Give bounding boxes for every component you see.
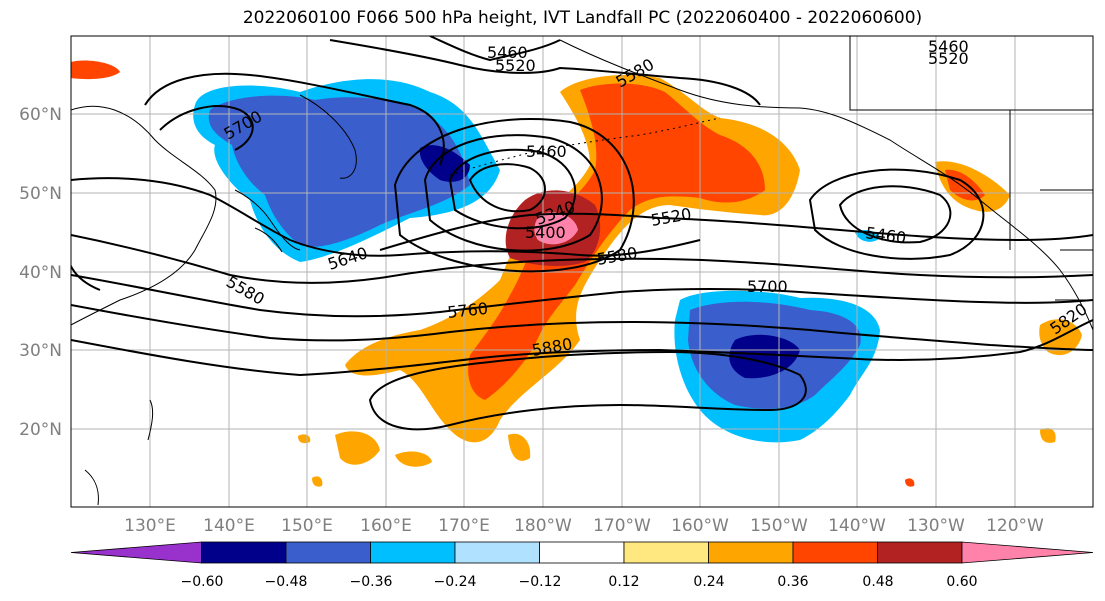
colorbar-tick: −0.36 <box>350 574 393 590</box>
contour-5460-nw <box>429 36 561 62</box>
lon-label: 170°E <box>438 516 490 536</box>
contour-5460-nw-loop <box>159 105 254 151</box>
contour-label: 5520 <box>495 56 536 75</box>
pos-region-main-max <box>534 212 578 245</box>
contour-5760 <box>71 304 1093 351</box>
map-title: 2022060100 F066 500 hPa height, IVT Land… <box>242 8 923 28</box>
lat-label: 40°N <box>19 263 62 283</box>
contour-5520-mid <box>379 212 1093 251</box>
contour-5520-east <box>808 168 985 260</box>
contour-5640 <box>71 177 701 257</box>
japan-coast <box>234 189 301 253</box>
contour-label: 5700 <box>747 277 788 296</box>
contour-5460-east <box>838 185 952 244</box>
lon-label: 180°W <box>514 516 572 536</box>
pos-region-small-d <box>905 478 915 487</box>
lon-label: 150°W <box>750 516 808 536</box>
contour-label: 5460 <box>928 37 969 56</box>
contour-low-4 <box>393 118 635 273</box>
contour-label: 5520 <box>928 49 969 68</box>
lat-label: 30°N <box>19 341 62 361</box>
map-frame <box>70 35 1094 508</box>
colorbar-tick: −0.24 <box>434 574 477 590</box>
neg-region-northwest-mid <box>208 95 470 247</box>
asia-coast <box>71 105 217 326</box>
aleutians <box>449 117 721 176</box>
map-panel: 5460 5520 5580 5460 5520 5700 5460 5340 … <box>71 36 1093 507</box>
lon-label: 130°E <box>124 516 176 536</box>
colorbar-cell <box>285 541 371 564</box>
colorbar-cell <box>792 541 878 564</box>
philippines <box>84 399 154 506</box>
colorbar-tick: 0.48 <box>862 574 893 590</box>
colorbar-cell <box>370 541 456 564</box>
colorbar-tick: −0.12 <box>519 574 562 590</box>
lat-label: 50°N <box>19 184 62 204</box>
pos-region-small-a <box>1040 428 1056 443</box>
lon-label: 170°W <box>593 516 651 536</box>
pos-region-main-mid <box>468 83 765 400</box>
contour-label: 5460 <box>487 43 528 62</box>
colorbar-cell <box>454 541 540 564</box>
colorbar-extend-high <box>961 541 1094 564</box>
colorbar-tick: −0.60 <box>181 574 224 590</box>
pos-region-south-2 <box>395 451 432 467</box>
lon-label: 130°W <box>907 516 965 536</box>
lon-label: 160°E <box>360 516 412 536</box>
contour-5580-sw <box>71 235 101 291</box>
kamchatka-coast <box>299 94 357 179</box>
contour-5580 <box>71 234 1093 284</box>
colorbar-cell <box>708 541 794 564</box>
colorbar-cell <box>539 541 625 564</box>
contour-low-1 <box>468 163 546 213</box>
colorbar-tick: 0.36 <box>777 574 808 590</box>
na-borders <box>849 36 1093 301</box>
contour-low-3 <box>423 134 603 252</box>
colorbar-extend-low <box>70 541 202 564</box>
contour-5880 <box>368 350 807 431</box>
colorbar-tick: 0.60 <box>946 574 977 590</box>
contour-5520-n <box>329 39 761 106</box>
coastlines <box>71 36 1093 506</box>
lat-label: 60°N <box>19 105 62 125</box>
contour-5820 <box>71 319 1093 377</box>
contour-5700-nw <box>144 72 445 166</box>
contour-label: 5400 <box>525 223 566 242</box>
colorbar-cell <box>623 541 709 564</box>
contour-label: 5760 <box>446 299 488 322</box>
latitude-labels: 60°N 50°N 40°N 30°N 20°N <box>19 105 62 440</box>
colorbar-cells <box>70 541 1094 564</box>
contour-label: 5460 <box>526 142 567 161</box>
colorbar-tick: 0.24 <box>693 574 724 590</box>
lon-label: 160°W <box>671 516 729 536</box>
contour-low-2 <box>448 148 577 230</box>
colorbar: −0.60 −0.48 −0.36 −0.24 −0.12 0.12 0.24 … <box>70 541 1094 590</box>
alaska-coast <box>559 39 1093 331</box>
height-contours <box>71 36 1093 431</box>
longitude-labels: 130°E 140°E 150°E 160°E 170°E 180°W 170°… <box>124 516 1044 536</box>
colorbar-tick: 0.12 <box>608 574 639 590</box>
pos-region-northwest-edge <box>71 60 120 80</box>
pos-region-small-c <box>312 476 323 487</box>
colorbar-cell <box>877 541 963 564</box>
contour-5700 <box>71 274 1093 318</box>
lat-label: 20°N <box>19 420 62 440</box>
colorbar-tick: −0.48 <box>265 574 308 590</box>
lon-label: 120°W <box>986 516 1044 536</box>
pos-region-south-1 <box>335 431 380 465</box>
lon-label: 150°E <box>281 516 333 536</box>
graticule <box>71 36 1093 507</box>
pos-region-south-3 <box>508 433 531 461</box>
colorbar-tick-labels: −0.60 −0.48 −0.36 −0.24 −0.12 0.12 0.24 … <box>181 574 978 590</box>
lon-label: 140°W <box>828 516 886 536</box>
lon-label: 140°E <box>203 516 255 536</box>
colorbar-cell <box>201 541 287 564</box>
